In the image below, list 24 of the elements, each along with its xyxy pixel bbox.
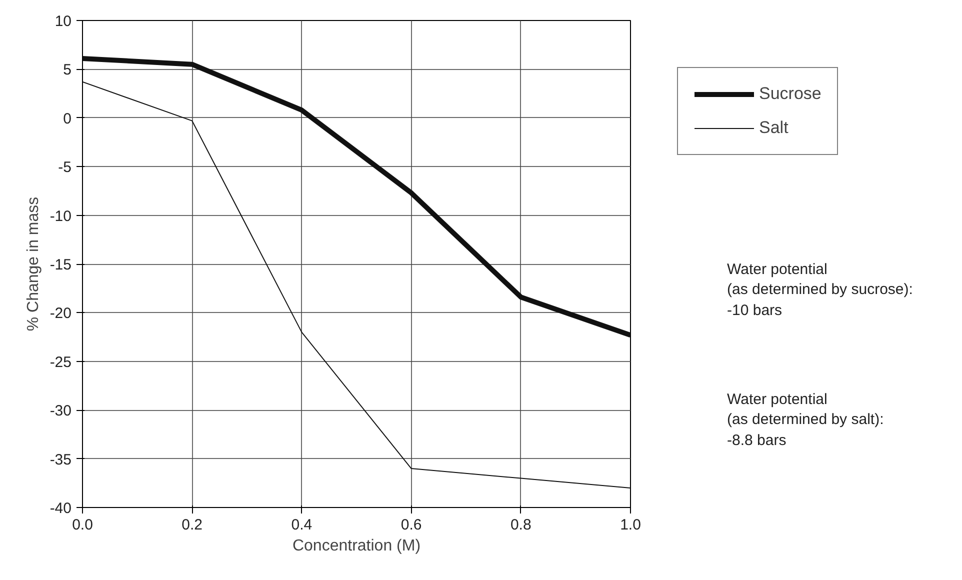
y-tick-label: 0 (63, 110, 72, 128)
line-series (82, 81, 630, 489)
y-tick-label: -5 (58, 159, 72, 176)
legend-label: Salt (759, 118, 788, 138)
text: Water potential (as determined by salt): -8.8 bars (727, 390, 884, 450)
y-tick-label: -10 (50, 208, 72, 225)
y-tick-label: -30 (50, 402, 72, 420)
x-tick-label: 0.0 (72, 516, 93, 534)
y-tick-label: -40 (50, 500, 72, 517)
x-axis-title: Concentration (M) (292, 538, 421, 554)
y-tick-label: 5 (63, 62, 72, 79)
x-tick-label: 1.0 (620, 516, 641, 534)
text: Water potential (as determined by sucrose): -10 bars (727, 260, 913, 320)
x-tick-label: 0.8 (510, 516, 532, 534)
y-axis-title: % Change in mass (24, 196, 42, 332)
y-tick-label: -15 (50, 256, 72, 274)
legend-label: Sucrose (759, 84, 822, 104)
y-tick-label: -20 (50, 305, 72, 322)
x-tick-label: 0.6 (400, 516, 422, 534)
x-tick-label: 0.4 (291, 516, 312, 534)
x-tick-label: 0.2 (182, 516, 203, 534)
y-tick-label: 10 (54, 13, 72, 30)
y-tick-label: -25 (50, 354, 72, 371)
y-tick-label: -35 (50, 451, 72, 468)
